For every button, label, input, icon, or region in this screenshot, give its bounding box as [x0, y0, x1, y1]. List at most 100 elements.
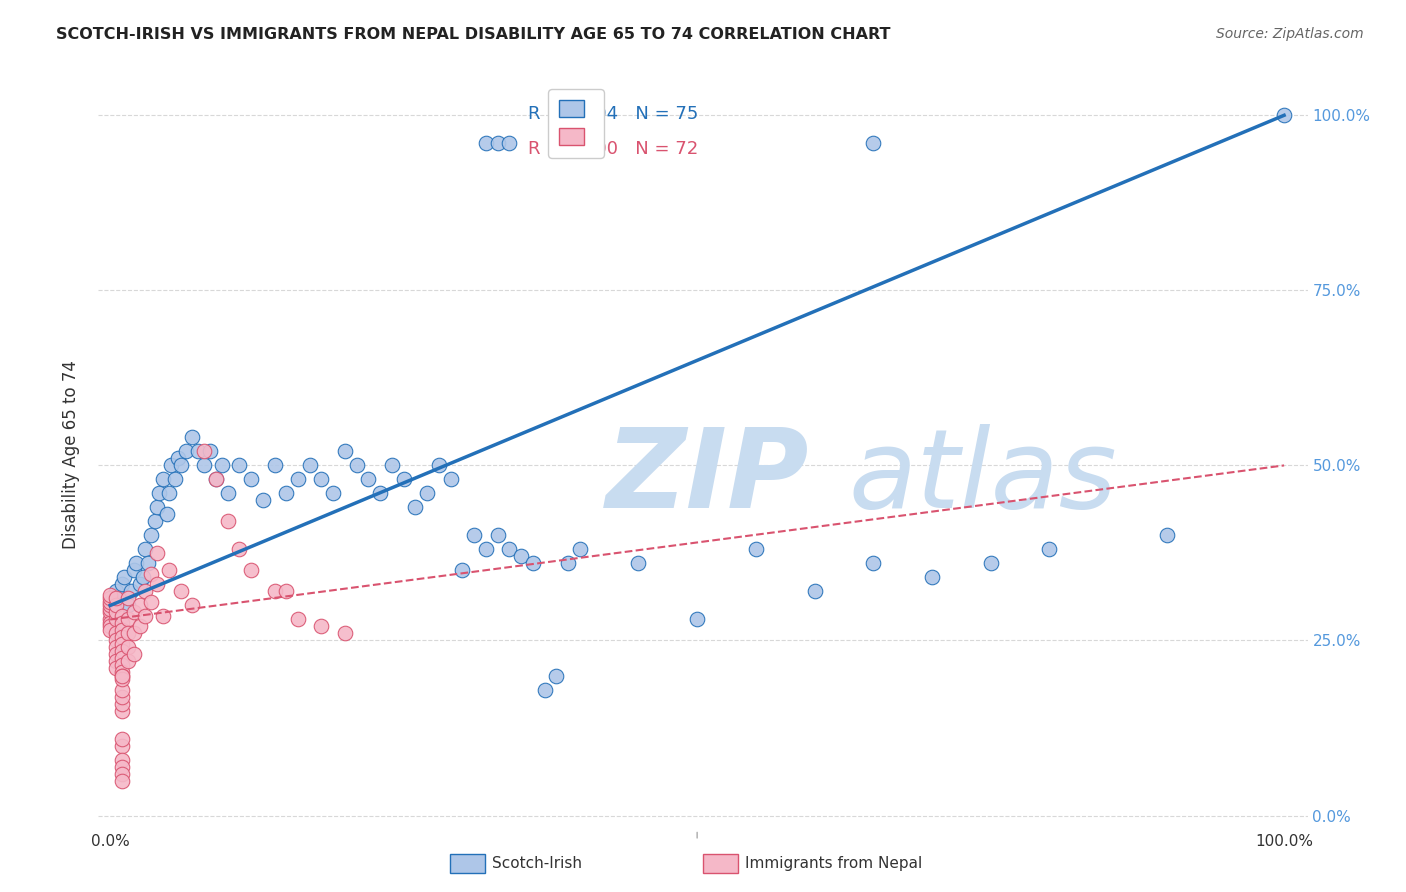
Point	[181, 599, 204, 613]
Point	[155, 508, 177, 522]
Point	[117, 591, 139, 606]
Point	[745, 542, 768, 557]
Point	[111, 773, 134, 788]
Point	[263, 458, 285, 473]
Point	[167, 451, 190, 466]
Point	[522, 557, 544, 571]
Point	[276, 486, 298, 500]
Point	[1272, 108, 1295, 122]
Point	[105, 633, 128, 648]
Point	[122, 626, 145, 640]
Point	[381, 458, 404, 473]
Text: Immigrants from Nepal: Immigrants from Nepal	[745, 856, 922, 871]
Point	[98, 619, 121, 633]
Point	[486, 136, 509, 151]
Point	[240, 472, 263, 486]
Point	[111, 644, 134, 658]
Point	[111, 609, 134, 624]
Point	[228, 542, 250, 557]
Point	[498, 136, 520, 151]
Point	[176, 444, 198, 458]
Point	[141, 566, 163, 581]
Point	[128, 577, 150, 591]
Text: ZIP: ZIP	[606, 424, 810, 531]
Point	[125, 557, 148, 571]
Point	[169, 584, 191, 599]
Point	[311, 619, 333, 633]
Point	[146, 546, 169, 560]
Point	[111, 759, 134, 773]
Point	[568, 542, 591, 557]
Point	[404, 500, 426, 515]
Point	[498, 542, 520, 557]
Point	[439, 472, 461, 486]
Point	[98, 588, 121, 602]
Point	[111, 577, 134, 591]
Point	[108, 591, 131, 606]
Point	[287, 472, 309, 486]
Point	[240, 564, 263, 578]
Point	[546, 668, 568, 682]
Point	[117, 640, 139, 655]
Point	[111, 697, 134, 711]
Point	[204, 472, 226, 486]
Point	[98, 623, 121, 637]
Point	[111, 658, 134, 673]
Point	[252, 493, 274, 508]
Point	[311, 472, 333, 486]
Point	[686, 612, 709, 626]
Text: R = 0.604   N = 75: R = 0.604 N = 75	[527, 105, 697, 123]
Point	[105, 606, 128, 620]
Point	[111, 668, 134, 682]
Point	[163, 472, 186, 486]
Point	[533, 682, 555, 697]
Point	[105, 591, 128, 606]
Point	[298, 458, 321, 473]
Point	[111, 704, 134, 718]
Point	[146, 500, 169, 515]
Point	[120, 584, 142, 599]
Point	[132, 570, 155, 584]
Point	[98, 612, 121, 626]
Point	[357, 472, 380, 486]
Point	[111, 672, 134, 686]
Point	[111, 637, 134, 651]
Point	[105, 640, 128, 655]
Point	[157, 564, 180, 578]
Text: Source: ZipAtlas.com: Source: ZipAtlas.com	[1216, 27, 1364, 41]
Point	[193, 444, 215, 458]
Point	[557, 557, 579, 571]
Point	[921, 570, 943, 584]
Point	[111, 731, 134, 746]
Point	[111, 630, 134, 644]
Point	[111, 668, 134, 682]
Point	[1038, 542, 1060, 557]
Point	[111, 739, 134, 753]
Point	[333, 444, 356, 458]
Point	[98, 591, 121, 606]
Point	[141, 528, 163, 542]
Point	[416, 486, 439, 500]
Point	[322, 486, 344, 500]
Point	[193, 458, 215, 473]
Point	[98, 599, 121, 613]
Point	[105, 612, 128, 626]
Point	[117, 655, 139, 669]
Point	[475, 136, 498, 151]
Point	[111, 682, 134, 697]
Point	[128, 599, 150, 613]
Point	[105, 655, 128, 669]
Point	[141, 595, 163, 609]
Point	[111, 752, 134, 766]
Point	[160, 458, 183, 473]
Point	[427, 458, 450, 473]
Point	[181, 430, 204, 444]
Point	[217, 486, 239, 500]
Point	[862, 136, 884, 151]
Point	[111, 665, 134, 679]
Point	[112, 570, 135, 584]
Text: atlas: atlas	[848, 424, 1116, 531]
Point	[111, 690, 134, 704]
Point	[136, 557, 159, 571]
Point	[169, 458, 191, 473]
